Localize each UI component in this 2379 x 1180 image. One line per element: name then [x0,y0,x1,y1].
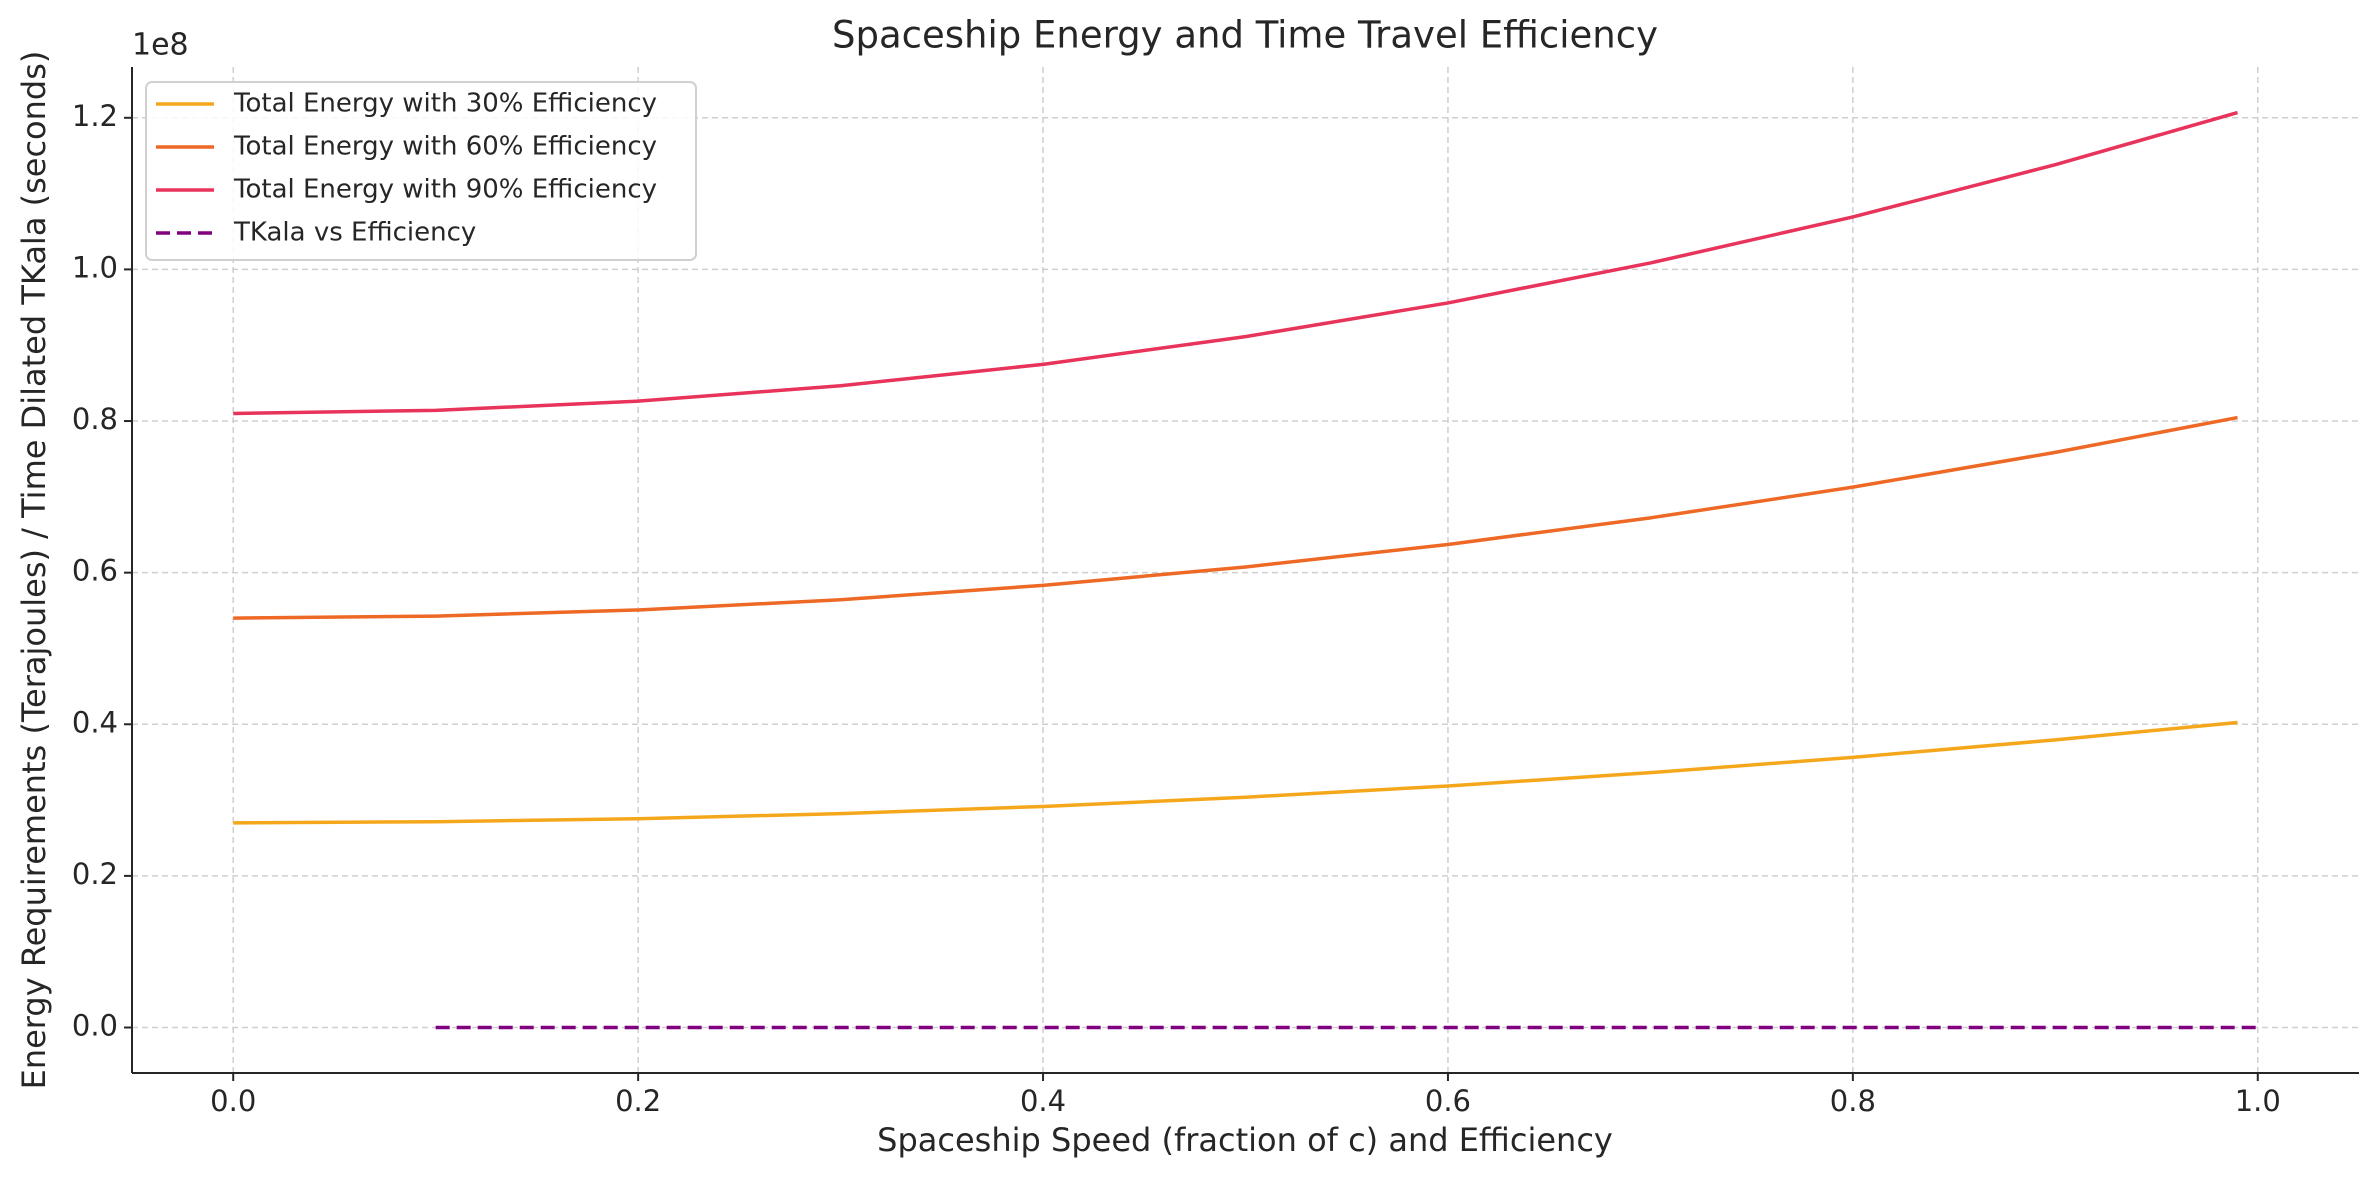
x-tick-label: 0.2 [615,1084,661,1118]
legend-box [145,81,697,261]
legend-label: Total Energy with 90% Efficiency [233,175,657,205]
y-tick-label: 1.0 [72,250,118,284]
x-tick-label: 0.6 [1425,1084,1471,1118]
y-tick-label: 0.4 [72,705,118,739]
line-series [233,110,2239,416]
y-tick-label: 0.0 [72,1009,118,1043]
x-tick-label: 0.8 [1830,1084,1876,1118]
x-tick-label: 1.0 [2235,1084,2281,1118]
legend-label: Total Energy with 30% Efficiency [233,89,657,119]
x-tick-label: 0.0 [210,1084,256,1118]
legend-label: TKala vs Efficiency [233,218,476,248]
x-axis-label: Spaceship Speed (fraction of c) and Effi… [877,1121,1613,1159]
line-series [233,415,2238,620]
chart-title: Spaceship Energy and Time Travel Efficie… [832,14,1658,57]
line-series [233,720,2238,825]
x-tick-label: 0.4 [1020,1084,1066,1118]
y-offset-label: 1e8 [132,28,189,63]
legend-label: Total Energy with 60% Efficiency [233,132,657,162]
y-tick-label: 0.6 [72,554,118,588]
y-axis-label: Energy Requirements (Terajoules) / Time … [15,51,53,1090]
y-tick-label: 0.2 [72,857,118,891]
y-tick-label: 1.2 [72,99,118,133]
y-tick-label: 0.8 [72,402,118,436]
